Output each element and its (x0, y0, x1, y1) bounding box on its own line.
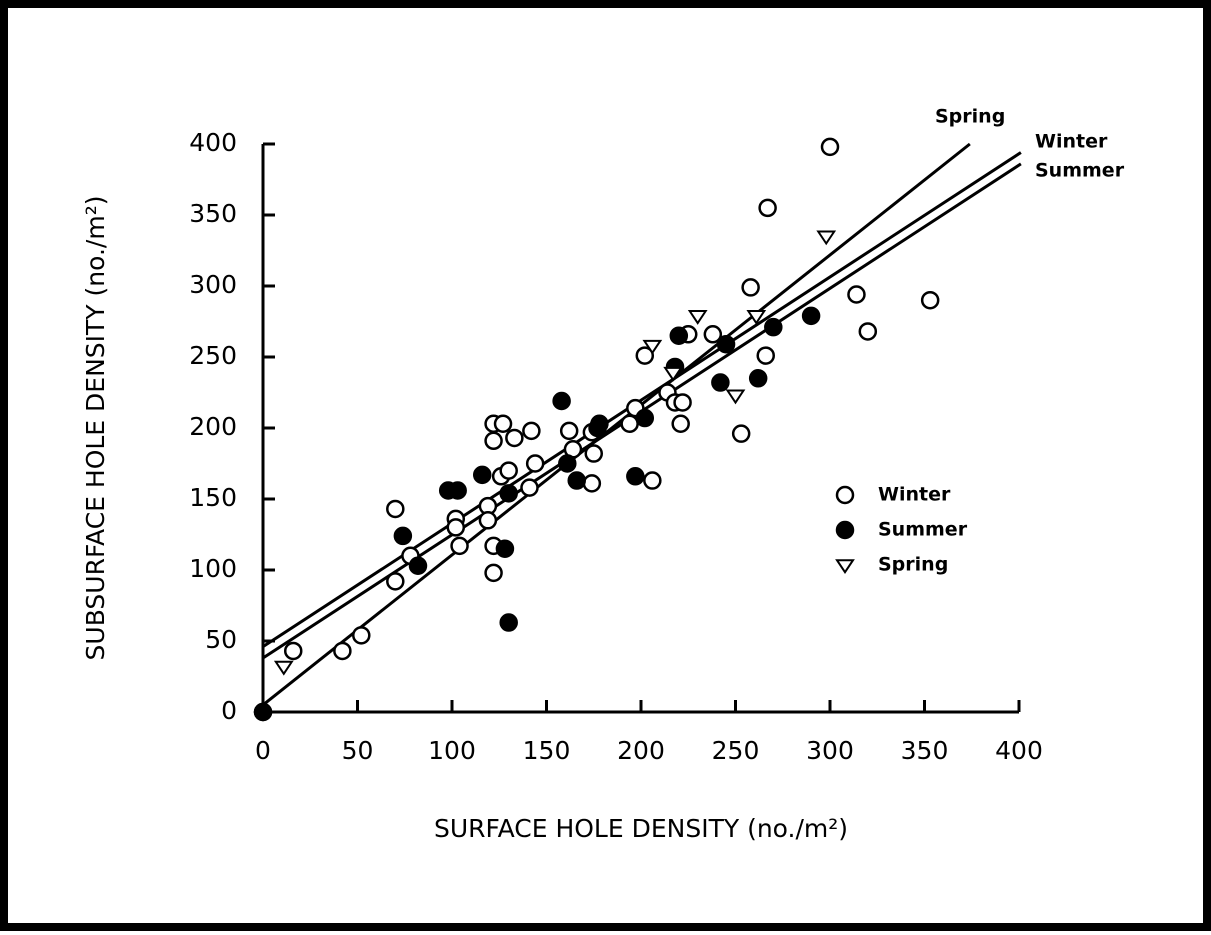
point (567, 471, 586, 490)
point (386, 499, 405, 519)
point (499, 484, 518, 503)
point (499, 613, 518, 632)
point (711, 373, 730, 392)
line-label: Summer (1035, 160, 1125, 182)
point (748, 369, 768, 388)
point (703, 325, 723, 344)
y-tick-label: 300 (189, 270, 237, 299)
point (584, 444, 603, 463)
point (499, 461, 518, 480)
point (558, 454, 577, 473)
x-tick-label: 100 (428, 736, 476, 765)
y-tick-label: 250 (189, 341, 237, 370)
point (920, 290, 940, 310)
y-tick-label: 200 (189, 412, 237, 441)
point (273, 660, 294, 676)
point (635, 346, 655, 365)
point (352, 626, 371, 645)
point (725, 389, 746, 405)
point (495, 539, 515, 558)
point (333, 641, 352, 661)
legend-label: Winter (878, 484, 951, 506)
legend-marker (835, 559, 855, 575)
point (448, 481, 467, 500)
point (520, 478, 539, 497)
y-tick-label: 400 (189, 128, 237, 157)
point (552, 391, 571, 411)
point (847, 285, 866, 304)
point (450, 536, 469, 556)
y-tick-label: 150 (189, 483, 237, 512)
legend-label: Summer (878, 519, 968, 541)
point (582, 474, 602, 493)
x-tick-label: 350 (901, 736, 949, 765)
regression-line (262, 142, 971, 707)
point (671, 414, 690, 433)
point (522, 421, 541, 441)
point (493, 414, 513, 433)
point (386, 572, 405, 591)
point (253, 702, 273, 722)
y-axis-title: SUBSURFACE HOLE DENSITY (no./m²) (81, 196, 110, 661)
point (764, 317, 783, 337)
x-tick-label: 200 (617, 736, 665, 765)
x-tick-label: 150 (523, 736, 571, 765)
x-tick-label: 0 (255, 736, 271, 765)
legend-marker (835, 520, 855, 540)
point (283, 641, 303, 661)
point (820, 137, 840, 157)
x-tick-label: 400 (995, 736, 1043, 765)
regression-line (262, 151, 1022, 648)
point (858, 322, 878, 341)
y-tick-label: 350 (189, 199, 237, 228)
point (484, 563, 503, 583)
line-label: Winter (1035, 131, 1108, 153)
point (801, 306, 821, 326)
point (716, 334, 736, 354)
point (505, 428, 524, 448)
point (642, 339, 663, 355)
point (393, 526, 413, 546)
point (816, 230, 837, 246)
point (663, 366, 683, 382)
point (643, 471, 662, 490)
point (635, 408, 655, 428)
point (741, 278, 760, 297)
x-tick-label: 300 (806, 736, 854, 765)
point (758, 198, 777, 218)
point (756, 346, 775, 365)
point (620, 414, 639, 433)
point (673, 393, 692, 412)
point (446, 518, 466, 537)
point (746, 310, 767, 325)
point (590, 414, 609, 433)
point (408, 556, 428, 575)
point (687, 310, 708, 325)
point (669, 326, 689, 345)
y-tick-label: 0 (221, 696, 237, 725)
line-label: Spring (935, 106, 1005, 128)
point (731, 424, 751, 443)
x-tick-label: 50 (342, 736, 374, 765)
x-tick-label: 250 (712, 736, 760, 765)
point (559, 421, 579, 441)
point (525, 454, 545, 473)
point (478, 511, 498, 530)
legend-marker (835, 485, 855, 505)
y-tick-label: 50 (205, 625, 237, 654)
point (484, 431, 503, 451)
x-axis-title: SURFACE HOLE DENSITY (no./m²) (434, 814, 848, 843)
point (472, 465, 492, 485)
legend-label: Spring (878, 554, 948, 576)
point (626, 467, 645, 486)
y-tick-label: 100 (189, 554, 237, 583)
